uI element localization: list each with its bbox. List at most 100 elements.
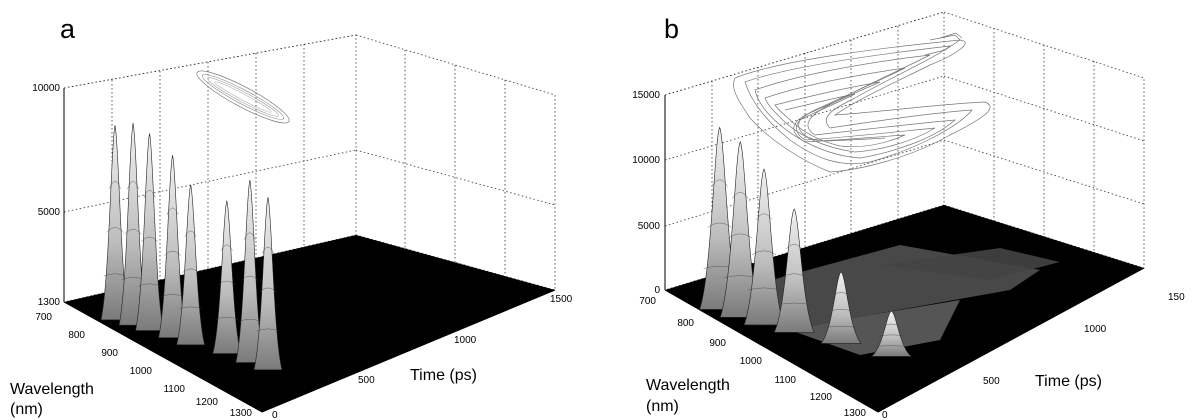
panel-b-y-tick-5: 1200 bbox=[810, 392, 833, 403]
panel-a-x-tick-0: 0 bbox=[272, 410, 278, 420]
panel-a-xlabel: Time (ps) bbox=[410, 367, 477, 384]
surface-mesh-line-a-1-2 bbox=[124, 229, 142, 235]
surface-mesh-line-a-7-3 bbox=[262, 246, 274, 254]
panel-a-y-tick-6: 1300 bbox=[230, 408, 253, 419]
panel-b-time-axis bbox=[877, 267, 1145, 413]
panel-a-x-tick-2: 1000 bbox=[454, 335, 477, 346]
panel-b-y-tick-6: 1300 bbox=[844, 408, 867, 419]
panel-b-wavelength-axis bbox=[664, 289, 879, 413]
panel-a-y-tick-3: 1000 bbox=[130, 366, 153, 377]
surface-mesh-line-a-4-2 bbox=[182, 268, 200, 274]
surface-peak-b-3 bbox=[773, 208, 815, 333]
surface-mesh-line-b-3-1 bbox=[778, 302, 811, 305]
panel-b-x-tick-2: 1000 bbox=[1084, 324, 1107, 335]
panel-a-time-axis bbox=[261, 289, 556, 413]
surface-mesh-line-a-3-3 bbox=[166, 207, 179, 215]
surface-mesh-line-b-5-1 bbox=[875, 345, 908, 347]
panel-a-label: a bbox=[60, 14, 76, 44]
panel-b-y-tick-3: 1000 bbox=[740, 356, 763, 367]
panel-a-y-tick-4: 1100 bbox=[163, 384, 185, 395]
surface-mesh-line-b-2-1 bbox=[747, 287, 781, 291]
surface-mesh-line-b-4-2 bbox=[828, 309, 854, 312]
surface-mesh-line-b-4-3 bbox=[832, 292, 850, 296]
panel-b-z-ticks: 0 5000 10000 15000 bbox=[632, 90, 660, 296]
panel-a: a bbox=[10, 14, 573, 420]
surface-mesh-line-a-6-1 bbox=[238, 319, 262, 322]
surface-mesh-line-a-6-3 bbox=[244, 232, 256, 240]
surface-mesh-line-a-5-2 bbox=[218, 280, 236, 286]
panel-b-ylabel-line2: (nm) bbox=[646, 398, 679, 415]
panel-a-y-tick-5: 1200 bbox=[196, 397, 219, 408]
surface-mesh-line-a-4-3 bbox=[184, 230, 197, 238]
panel-b-contour bbox=[733, 32, 991, 173]
surface-mesh-line-b-4-1 bbox=[825, 326, 858, 328]
surface-mesh-line-b-3-3 bbox=[786, 244, 803, 250]
surface-mesh-line-a-2-1 bbox=[138, 283, 161, 287]
surface-peak-a-2 bbox=[135, 132, 164, 331]
panel-a-ylabel-line1: Wavelength bbox=[10, 381, 94, 398]
panel-a-y-tick-1: 800 bbox=[68, 330, 85, 341]
surface-mesh-line-b-5-2 bbox=[879, 334, 904, 337]
surface-mesh-line-a-0-3 bbox=[109, 181, 121, 189]
panel-a-y-tick-2: 900 bbox=[101, 348, 118, 359]
panel-a-z-ticks: 1300 5000 10000 bbox=[32, 83, 60, 308]
panel-b-z-tick-2: 10000 bbox=[632, 155, 660, 166]
panel-b-y-tick-2: 900 bbox=[709, 338, 726, 349]
surface-peak-a-3 bbox=[158, 154, 187, 338]
surface-mesh-line-a-6-2 bbox=[241, 275, 259, 281]
surface-mesh-line-b-0-3 bbox=[711, 179, 728, 187]
surface-mesh-line-b-2-2 bbox=[751, 250, 777, 255]
panel-b-label: b bbox=[664, 14, 679, 44]
surface-peak-b-4 bbox=[820, 271, 862, 344]
panel-b-y-tick-1: 800 bbox=[677, 318, 694, 329]
panel-b-surface bbox=[699, 126, 913, 357]
panel-a-z-tick-2: 10000 bbox=[32, 83, 60, 94]
panel-b-x-ticks: 0 500 1000 150 bbox=[882, 292, 1185, 420]
panel-b-z-tick-0: 0 bbox=[654, 285, 660, 296]
panel-a-y-ticks: 700 800 900 1000 1100 1200 1300 bbox=[35, 312, 252, 419]
panel-b-z-tick-1: 5000 bbox=[638, 221, 661, 232]
surface-mesh-line-a-2-3 bbox=[143, 190, 156, 198]
surface-mesh-line-a-3-2 bbox=[164, 250, 182, 256]
panel-b-x-tick-0: 0 bbox=[882, 410, 888, 420]
surface-mesh-line-b-2-3 bbox=[755, 213, 773, 220]
panel-a-y-tick-0: 700 bbox=[35, 312, 52, 323]
panel-b-y-ticks: 700 800 900 1000 1100 1200 1300 bbox=[639, 296, 866, 419]
panel-b-xlabel: Time (ps) bbox=[1035, 373, 1102, 390]
panel-a-x-tick-1: 500 bbox=[358, 375, 375, 386]
surface-peak-b-2 bbox=[743, 168, 785, 326]
surface-peak-a-7 bbox=[253, 196, 283, 371]
surface-mesh-line-a-2-2 bbox=[140, 236, 159, 243]
panel-a-wavelength-axis bbox=[63, 301, 263, 413]
panel-b-ylabel-line1: Wavelength bbox=[646, 377, 730, 394]
panel-b-y-tick-4: 1100 bbox=[774, 375, 796, 386]
surface-mesh-line-a-7-1 bbox=[256, 328, 280, 332]
surface-peak-b-5 bbox=[870, 310, 913, 357]
panel-a-z-tick-0: 1300 bbox=[38, 297, 61, 308]
panel-a-contour bbox=[196, 70, 290, 124]
surface-mesh-line-a-3-1 bbox=[161, 294, 184, 297]
surface-mesh-line-a-5-1 bbox=[215, 317, 239, 320]
panel-b-x-tick-3: 150 bbox=[1168, 292, 1185, 303]
panel-a-x-ticks: 0 500 1000 1500 bbox=[272, 294, 573, 420]
surface-peak-a-5 bbox=[212, 200, 242, 354]
panel-b-grid bbox=[664, 11, 1145, 291]
surface-mesh-line-a-7-2 bbox=[259, 287, 277, 293]
surface-mesh-line-b-1-3 bbox=[732, 192, 749, 199]
panel-b: b bbox=[632, 11, 1185, 420]
surface-peak-a-0 bbox=[100, 124, 130, 321]
surface-mesh-line-b-0-2 bbox=[707, 222, 732, 228]
surface-mesh-line-b-5-3 bbox=[883, 323, 900, 326]
surface-mesh-line-a-5-3 bbox=[221, 244, 233, 251]
surface-mesh-line-a-4-1 bbox=[179, 306, 202, 310]
surface-mesh-line-b-1-2 bbox=[728, 233, 753, 239]
surface-mesh-line-b-3-2 bbox=[782, 273, 807, 277]
surface-mesh-line-a-1-3 bbox=[127, 181, 139, 190]
surface-mesh-line-a-0-2 bbox=[106, 227, 124, 233]
panel-b-x-tick-1: 500 bbox=[983, 376, 1000, 387]
panel-b-z-tick-3: 15000 bbox=[632, 90, 660, 101]
panel-a-grid bbox=[63, 34, 556, 303]
panel-a-ylabel-line2: (nm) bbox=[10, 401, 43, 418]
panel-b-y-tick-0: 700 bbox=[639, 296, 656, 307]
